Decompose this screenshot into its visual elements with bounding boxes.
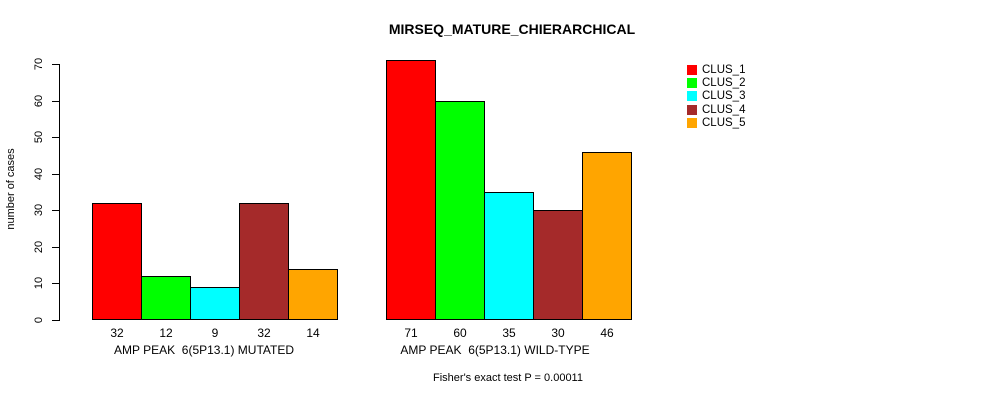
y-axis-title: number of cases <box>5 148 17 230</box>
bar-clus_2-group1 <box>141 276 191 320</box>
legend-label: CLUS_3 <box>702 90 746 103</box>
legend-swatch-icon <box>687 91 697 102</box>
y-tick-label: 30 <box>33 204 45 217</box>
y-tick <box>52 137 59 139</box>
group-label-wild-type: AMP PEAK 6(5P13.1) WILD-TYPE <box>400 343 590 357</box>
bar-value-label: 60 <box>453 326 467 340</box>
bar-value-label: 14 <box>306 326 320 340</box>
legend-swatch-icon <box>687 117 697 128</box>
bar-value-label: 71 <box>404 326 418 340</box>
y-tick <box>52 64 59 65</box>
y-tick <box>52 173 59 175</box>
legend-swatch-icon <box>687 65 697 75</box>
y-tick <box>52 100 59 102</box>
bar-value-label: 35 <box>502 326 516 340</box>
legend-swatch-icon <box>687 104 697 115</box>
bar-clus_3-group2 <box>484 192 534 320</box>
y-axis-line <box>59 64 60 321</box>
footer-stat-text: Fisher's exact test P = 0.00011 <box>433 372 583 384</box>
y-tick <box>52 283 59 285</box>
legend-label: CLUS_4 <box>702 103 746 116</box>
y-tick-label: 60 <box>33 94 45 107</box>
legend-item-clus_5: CLUS_5 <box>687 117 745 129</box>
y-tick-label: 70 <box>33 57 45 71</box>
bar-value-label: 32 <box>257 326 271 340</box>
legend-item-clus_4: CLUS_4 <box>687 104 745 116</box>
legend-item-clus_2: CLUS_2 <box>687 77 745 89</box>
bar-clus_1-group1 <box>92 203 142 320</box>
legend-label: CLUS_1 <box>702 64 746 76</box>
bar-value-label: 9 <box>211 326 219 340</box>
legend-item-clus_1: CLUS_1 <box>687 64 745 76</box>
bar-value-label: 32 <box>110 326 124 340</box>
y-tick-label: 20 <box>33 240 45 253</box>
y-tick-label: 40 <box>33 167 45 180</box>
y-tick-label: 50 <box>33 131 45 144</box>
y-tick <box>52 210 59 212</box>
legend-label: CLUS_5 <box>702 116 746 129</box>
bar-clus_2-group2 <box>435 101 485 320</box>
bar-value-label: 30 <box>551 326 565 340</box>
bar-clus_1-group2 <box>386 60 436 320</box>
y-tick <box>52 246 59 248</box>
bar-value-label: 12 <box>159 326 173 340</box>
bar-clus_3-group1 <box>190 287 240 320</box>
y-tick-label: 0 <box>33 316 45 324</box>
bar-clus_5-group1 <box>288 269 338 320</box>
legend-item-clus_3: CLUS_3 <box>687 90 745 102</box>
bar-clus_4-group2 <box>533 210 583 320</box>
y-tick <box>52 320 59 321</box>
legend-swatch-icon <box>687 78 697 89</box>
legend-label: CLUS_2 <box>702 77 746 90</box>
bar-value-label: 46 <box>600 326 614 340</box>
chart-title: MIRSEQ_MATURE_CHIERARCHICAL <box>388 21 636 37</box>
group-label-mutated: AMP PEAK 6(5P13.1) MUTATED <box>113 343 295 357</box>
bar-clus_4-group1 <box>239 203 289 320</box>
y-tick-label: 10 <box>33 277 45 290</box>
bar-clus_5-group2 <box>582 152 632 320</box>
